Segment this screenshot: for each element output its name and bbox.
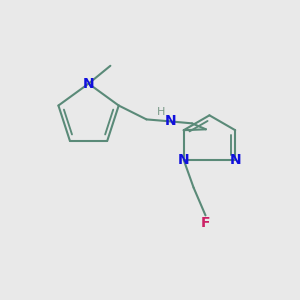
Text: N: N [178, 153, 190, 167]
Text: H: H [157, 107, 166, 118]
Text: N: N [164, 114, 176, 128]
Text: F: F [201, 216, 210, 230]
Text: N: N [83, 76, 94, 91]
Text: N: N [230, 153, 241, 167]
